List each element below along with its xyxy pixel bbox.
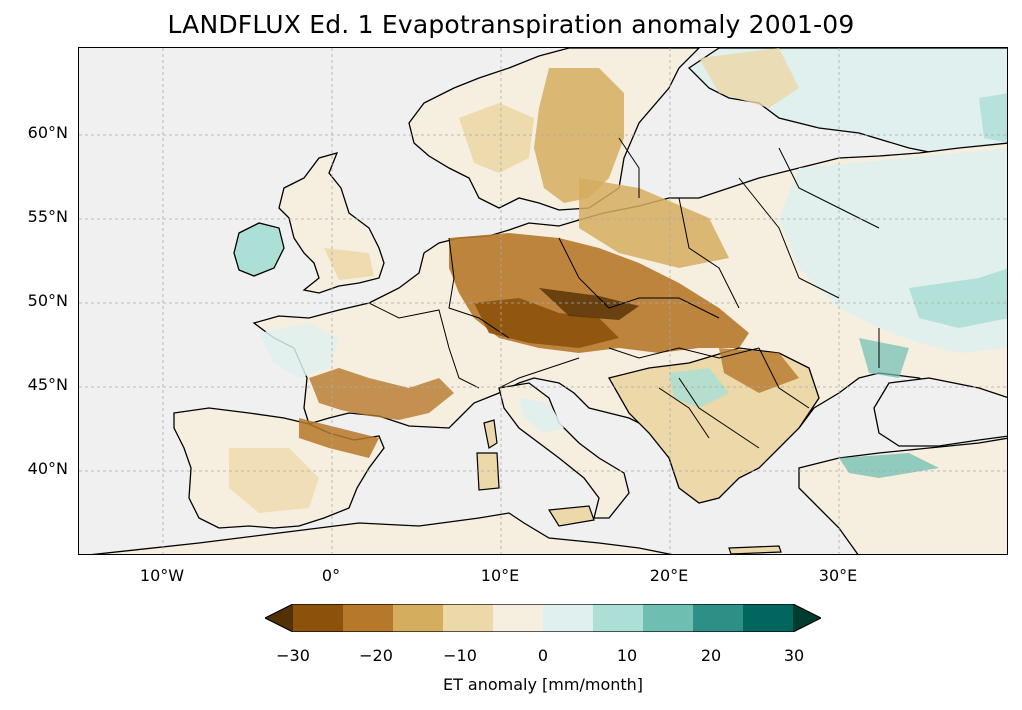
lon-label-10w: 10°W bbox=[139, 566, 185, 585]
land-north-africa bbox=[91, 512, 673, 554]
land-sicily bbox=[547, 505, 595, 527]
colorbar-bin bbox=[593, 604, 644, 632]
colorbar-extend-high bbox=[793, 604, 821, 632]
colorbar bbox=[265, 604, 821, 632]
lon-label-0: 0° bbox=[321, 566, 341, 585]
lat-label-40n: 40°N bbox=[27, 459, 68, 478]
gridlines bbox=[79, 48, 1007, 554]
colorbar-bin bbox=[293, 604, 344, 632]
europe-map bbox=[79, 48, 1007, 554]
colorbar-tick-label: 30 bbox=[783, 646, 805, 665]
lat-label-55n: 55°N bbox=[27, 207, 68, 226]
land-france-dry bbox=[309, 368, 454, 420]
colorbar-label: ET anomaly [mm/month] bbox=[442, 675, 644, 694]
black-sea bbox=[873, 377, 1007, 447]
colorbar-bin bbox=[443, 604, 494, 632]
lon-label-30e: 30°E bbox=[818, 566, 858, 585]
lat-label-50n: 50°N bbox=[27, 291, 68, 310]
colorbar-bin bbox=[543, 604, 594, 632]
land-norway-dry bbox=[459, 103, 534, 173]
map-panel bbox=[78, 47, 1008, 555]
colorbar-bin bbox=[643, 604, 694, 632]
chart-title: LANDFLUX Ed. 1 Evapotranspiration anomal… bbox=[167, 10, 855, 39]
land-sweden-dry bbox=[534, 68, 624, 203]
colorbar-bin bbox=[743, 604, 794, 632]
colorbar-tick-label: −30 bbox=[276, 646, 310, 665]
colorbar-bin bbox=[693, 604, 744, 632]
colorbar-tick-label: −10 bbox=[443, 646, 477, 665]
colorbar-bin bbox=[493, 604, 544, 632]
lat-label-60n: 60°N bbox=[27, 123, 68, 142]
land-crete bbox=[728, 545, 782, 554]
colorbar-tick-label: 20 bbox=[700, 646, 722, 665]
country-borders bbox=[368, 137, 880, 449]
colorbar-extend-low bbox=[265, 604, 293, 632]
colorbar-segments bbox=[265, 604, 821, 632]
colorbar-tick-label: 0 bbox=[537, 646, 549, 665]
lat-label-45n: 45°N bbox=[27, 375, 68, 394]
colorbar-tick-label: 10 bbox=[616, 646, 638, 665]
land-ireland bbox=[233, 222, 285, 277]
colorbar-bin bbox=[343, 604, 394, 632]
land-sardinia bbox=[476, 452, 500, 491]
colorbar-bin bbox=[393, 604, 444, 632]
land-corsica bbox=[483, 419, 498, 449]
lon-label-10e: 10°E bbox=[480, 566, 520, 585]
colorbar-tick-label: −20 bbox=[359, 646, 393, 665]
lon-label-20e: 20°E bbox=[649, 566, 689, 585]
